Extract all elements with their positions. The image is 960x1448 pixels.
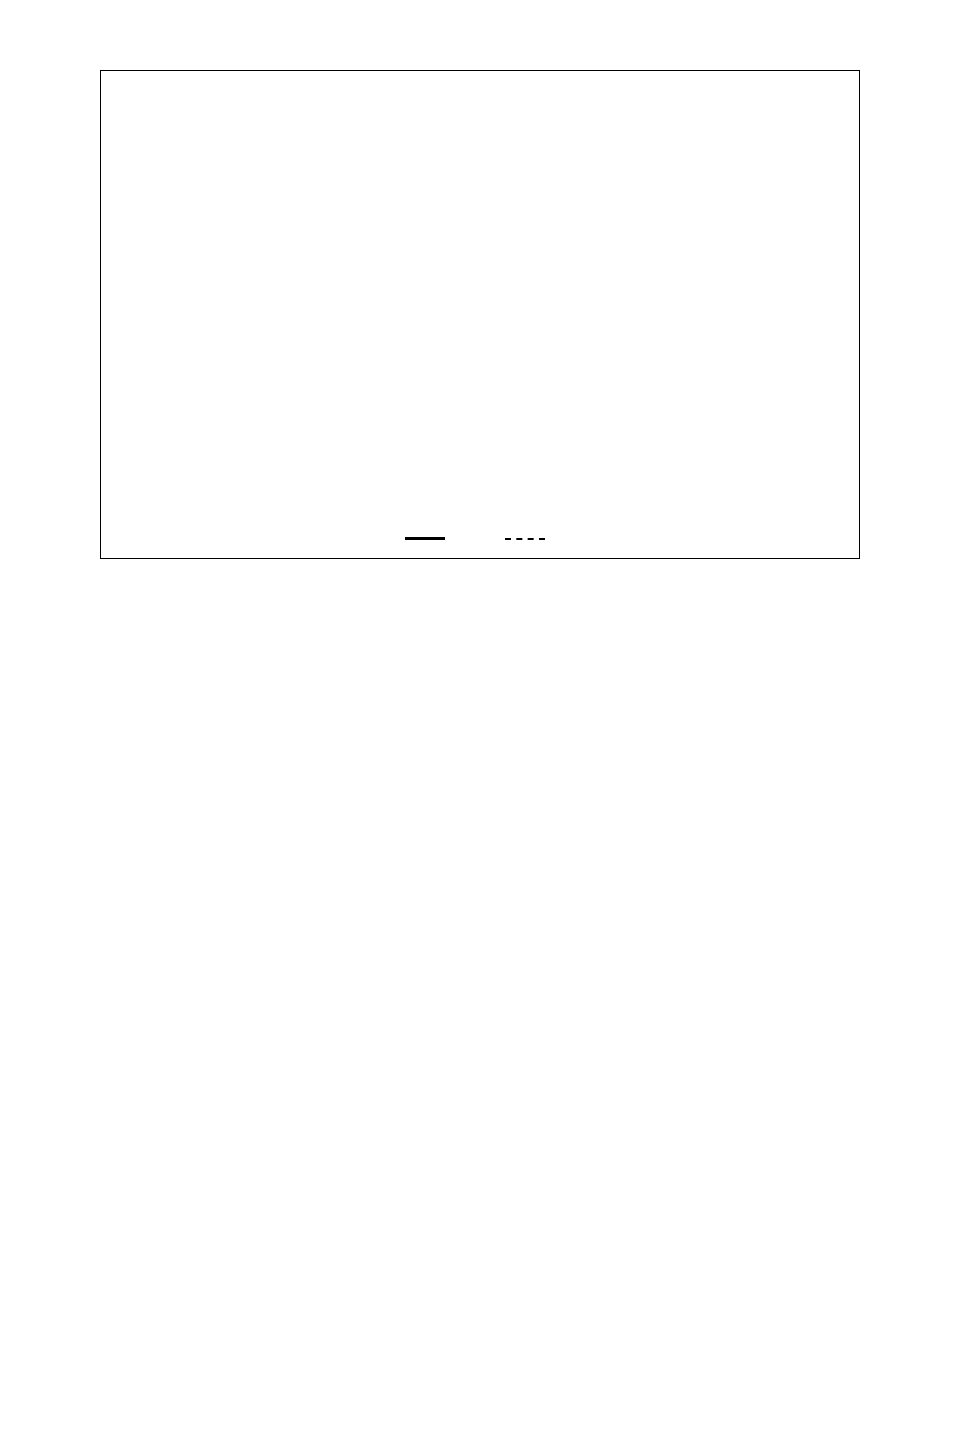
legend-series-1 bbox=[405, 537, 455, 540]
chart-plot bbox=[117, 99, 843, 529]
legend-series-2 bbox=[505, 537, 555, 540]
legend-swatch-dash bbox=[505, 538, 545, 540]
chart-container bbox=[100, 70, 860, 559]
legend-swatch-solid bbox=[405, 537, 445, 540]
chart-legend bbox=[117, 537, 843, 540]
